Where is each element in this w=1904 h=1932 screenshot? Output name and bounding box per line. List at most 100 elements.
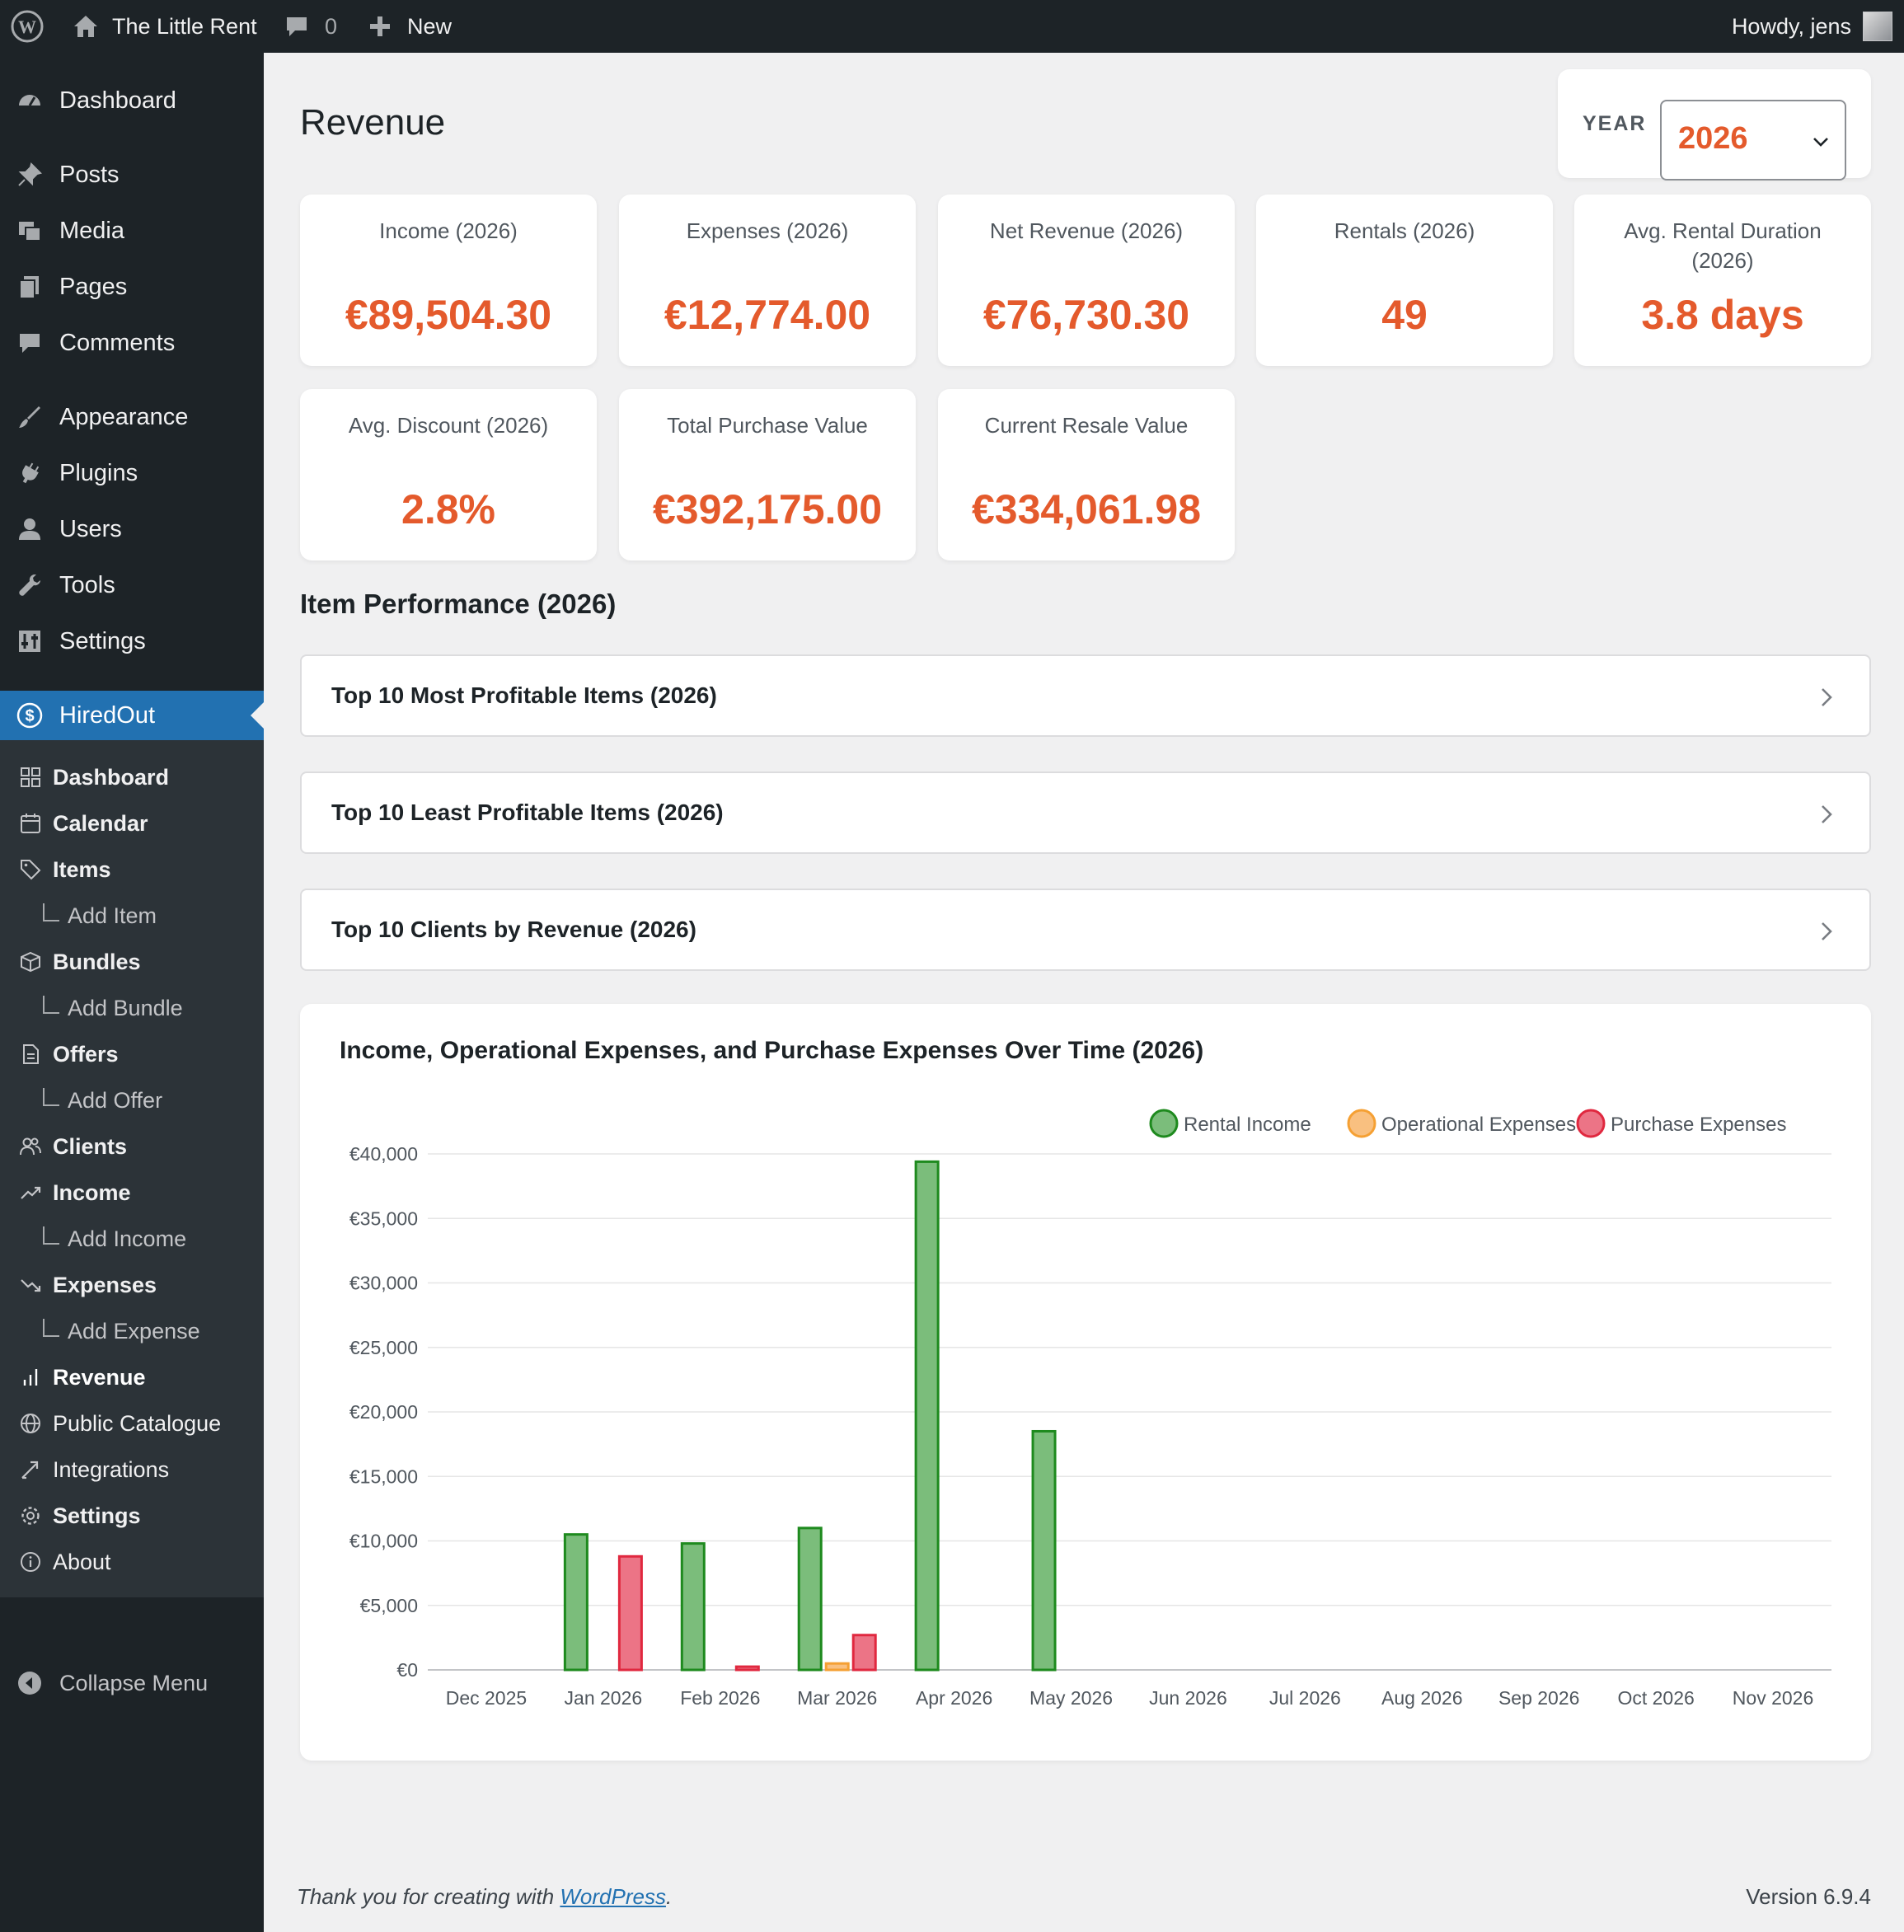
brush-icon (15, 402, 45, 432)
avatar (1863, 12, 1892, 41)
dollar-icon: $ (15, 701, 45, 730)
legend-label: Operational Expenses (1381, 1114, 1576, 1136)
legend-swatch (1576, 1109, 1606, 1138)
submenu-add-bundle[interactable]: Add Bundle (0, 987, 264, 1029)
bar-purchase-expenses (617, 1555, 643, 1672)
collapse-arrow-icon (15, 1668, 45, 1698)
item-performance-heading: Item Performance (2026) (300, 589, 617, 619)
stat-label: Rentals (2026) (1334, 218, 1475, 243)
submenu-label: Items (53, 856, 111, 882)
submenu-dashboard[interactable]: Dashboard (0, 757, 264, 798)
legend-label: Purchase Expenses (1611, 1114, 1786, 1136)
x-tick-label: Jul 2026 (1269, 1687, 1341, 1709)
media-icon (15, 216, 45, 246)
gear-icon (18, 1503, 43, 1528)
pin-icon (15, 160, 45, 190)
chevron-down-icon (1813, 138, 1828, 147)
accordion-top-clients[interactable]: Top 10 Clients by Revenue (2026) (300, 889, 1871, 971)
sidebar-item-users[interactable]: Users (0, 504, 264, 554)
sidebar-item-dashboard[interactable]: Dashboard (0, 76, 264, 125)
submenu-integrations[interactable]: Integrations (0, 1449, 264, 1490)
sidebar-item-appearance[interactable]: Appearance (0, 392, 264, 442)
stat-card-net-revenue: Net Revenue (2026) €76,730.30 (938, 195, 1235, 366)
submenu-add-item[interactable]: Add Item (0, 895, 264, 936)
submenu-add-income[interactable]: Add Income (0, 1218, 264, 1259)
submenu-expenses[interactable]: Expenses (0, 1264, 264, 1306)
submenu-calendar[interactable]: Calendar (0, 803, 264, 844)
submenu-label: Settings (53, 1503, 141, 1528)
stat-value: €76,730.30 (982, 292, 1190, 338)
submenu-add-expense[interactable]: Add Expense (0, 1311, 264, 1352)
y-tick-label: €40,000 (349, 1143, 418, 1165)
sidebar-item-settings[interactable]: Settings (0, 617, 264, 666)
submenu-about[interactable]: About (0, 1541, 264, 1583)
sidebar-item-hiredout[interactable]: $ HiredOut (0, 691, 264, 740)
branch-icon (43, 1088, 59, 1106)
plugin-icon (15, 458, 45, 488)
submenu-clients[interactable]: Clients (0, 1126, 264, 1167)
submenu-bundles[interactable]: Bundles (0, 941, 264, 982)
x-tick-label: May 2026 (1029, 1687, 1113, 1709)
trending-down-icon (18, 1273, 43, 1297)
branch-icon (43, 1319, 59, 1337)
submenu-label: Revenue (53, 1364, 146, 1390)
sidebar-item-media[interactable]: Media (0, 206, 264, 256)
accordion-least-profitable[interactable]: Top 10 Least Profitable Items (2026) (300, 771, 1871, 854)
wordpress-link[interactable]: WordPress (560, 1884, 666, 1909)
svg-text:$: $ (25, 707, 34, 725)
stat-value: €334,061.98 (971, 486, 1202, 532)
stat-card-avg-rental-duration: Avg. Rental Duration (2026) 3.8 days (1574, 195, 1871, 366)
sidebar-item-label: Media (59, 217, 124, 244)
year-filter: YEAR 2026 (1558, 69, 1871, 181)
branch-icon (43, 996, 59, 1014)
y-tick-label: €30,000 (349, 1273, 418, 1294)
year-select[interactable]: 2026 (1660, 100, 1846, 181)
stat-card-current-resale-value: Current Resale Value €334,061.98 (938, 389, 1235, 560)
submenu-revenue[interactable]: Revenue (0, 1357, 264, 1398)
accordion-label: Top 10 Clients by Revenue (2026) (331, 917, 696, 942)
sidebar-item-label: Users (59, 515, 122, 542)
x-tick-label: Mar 2026 (797, 1687, 877, 1709)
collapse-menu-button[interactable]: Collapse Menu (0, 1658, 264, 1708)
my-account-menu[interactable]: Howdy, jens (1732, 0, 1892, 53)
submenu-items[interactable]: Items (0, 849, 264, 890)
wordpress-logo-icon[interactable]: W (10, 0, 45, 53)
comment-icon (15, 328, 45, 358)
submenu-label: Dashboard (53, 764, 170, 790)
dashboard-icon (15, 86, 45, 115)
sidebar-item-pages[interactable]: Pages (0, 262, 264, 312)
sidebar-item-label: Posts (59, 161, 120, 188)
submenu-label: Add Offer (68, 1087, 163, 1113)
sidebar-item-label: Dashboard (59, 87, 176, 114)
sidebar-item-posts[interactable]: Posts (0, 150, 264, 199)
grid-icon (18, 765, 43, 790)
submenu-label: Income (53, 1179, 131, 1205)
submenu-label: Calendar (53, 810, 148, 836)
sidebar-item-comments[interactable]: Comments (0, 318, 264, 368)
comments-link[interactable]: 0 (284, 0, 337, 53)
stat-value: €89,504.30 (345, 292, 552, 338)
submenu-public-catalogue[interactable]: Public Catalogue (0, 1403, 264, 1444)
sidebar-item-tools[interactable]: Tools (0, 560, 264, 610)
bar-purchase-expenses (734, 1665, 760, 1672)
new-content-button[interactable]: New (368, 0, 452, 53)
submenu-label: Public Catalogue (53, 1410, 222, 1436)
accordion-most-profitable[interactable]: Top 10 Most Profitable Items (2026) (300, 654, 1871, 737)
users-icon (18, 1134, 43, 1159)
y-tick-label: €5,000 (360, 1595, 418, 1616)
legend-swatch (1347, 1109, 1376, 1138)
submenu-label: About (53, 1549, 111, 1574)
globe-icon (18, 1411, 43, 1436)
submenu-settings[interactable]: Settings (0, 1495, 264, 1536)
calendar-icon (18, 811, 43, 836)
submenu-offers[interactable]: Offers (0, 1034, 264, 1075)
submenu-income[interactable]: Income (0, 1172, 264, 1213)
legend-swatch (1149, 1109, 1179, 1138)
sidebar-item-plugins[interactable]: Plugins (0, 448, 264, 498)
info-icon (18, 1550, 43, 1574)
submenu-add-offer[interactable]: Add Offer (0, 1080, 264, 1121)
x-tick-label: Jan 2026 (565, 1687, 643, 1709)
x-tick-label: Feb 2026 (680, 1687, 760, 1709)
site-home-link[interactable]: The Little Rent (71, 0, 257, 53)
submenu-label: Add Expense (68, 1318, 200, 1343)
